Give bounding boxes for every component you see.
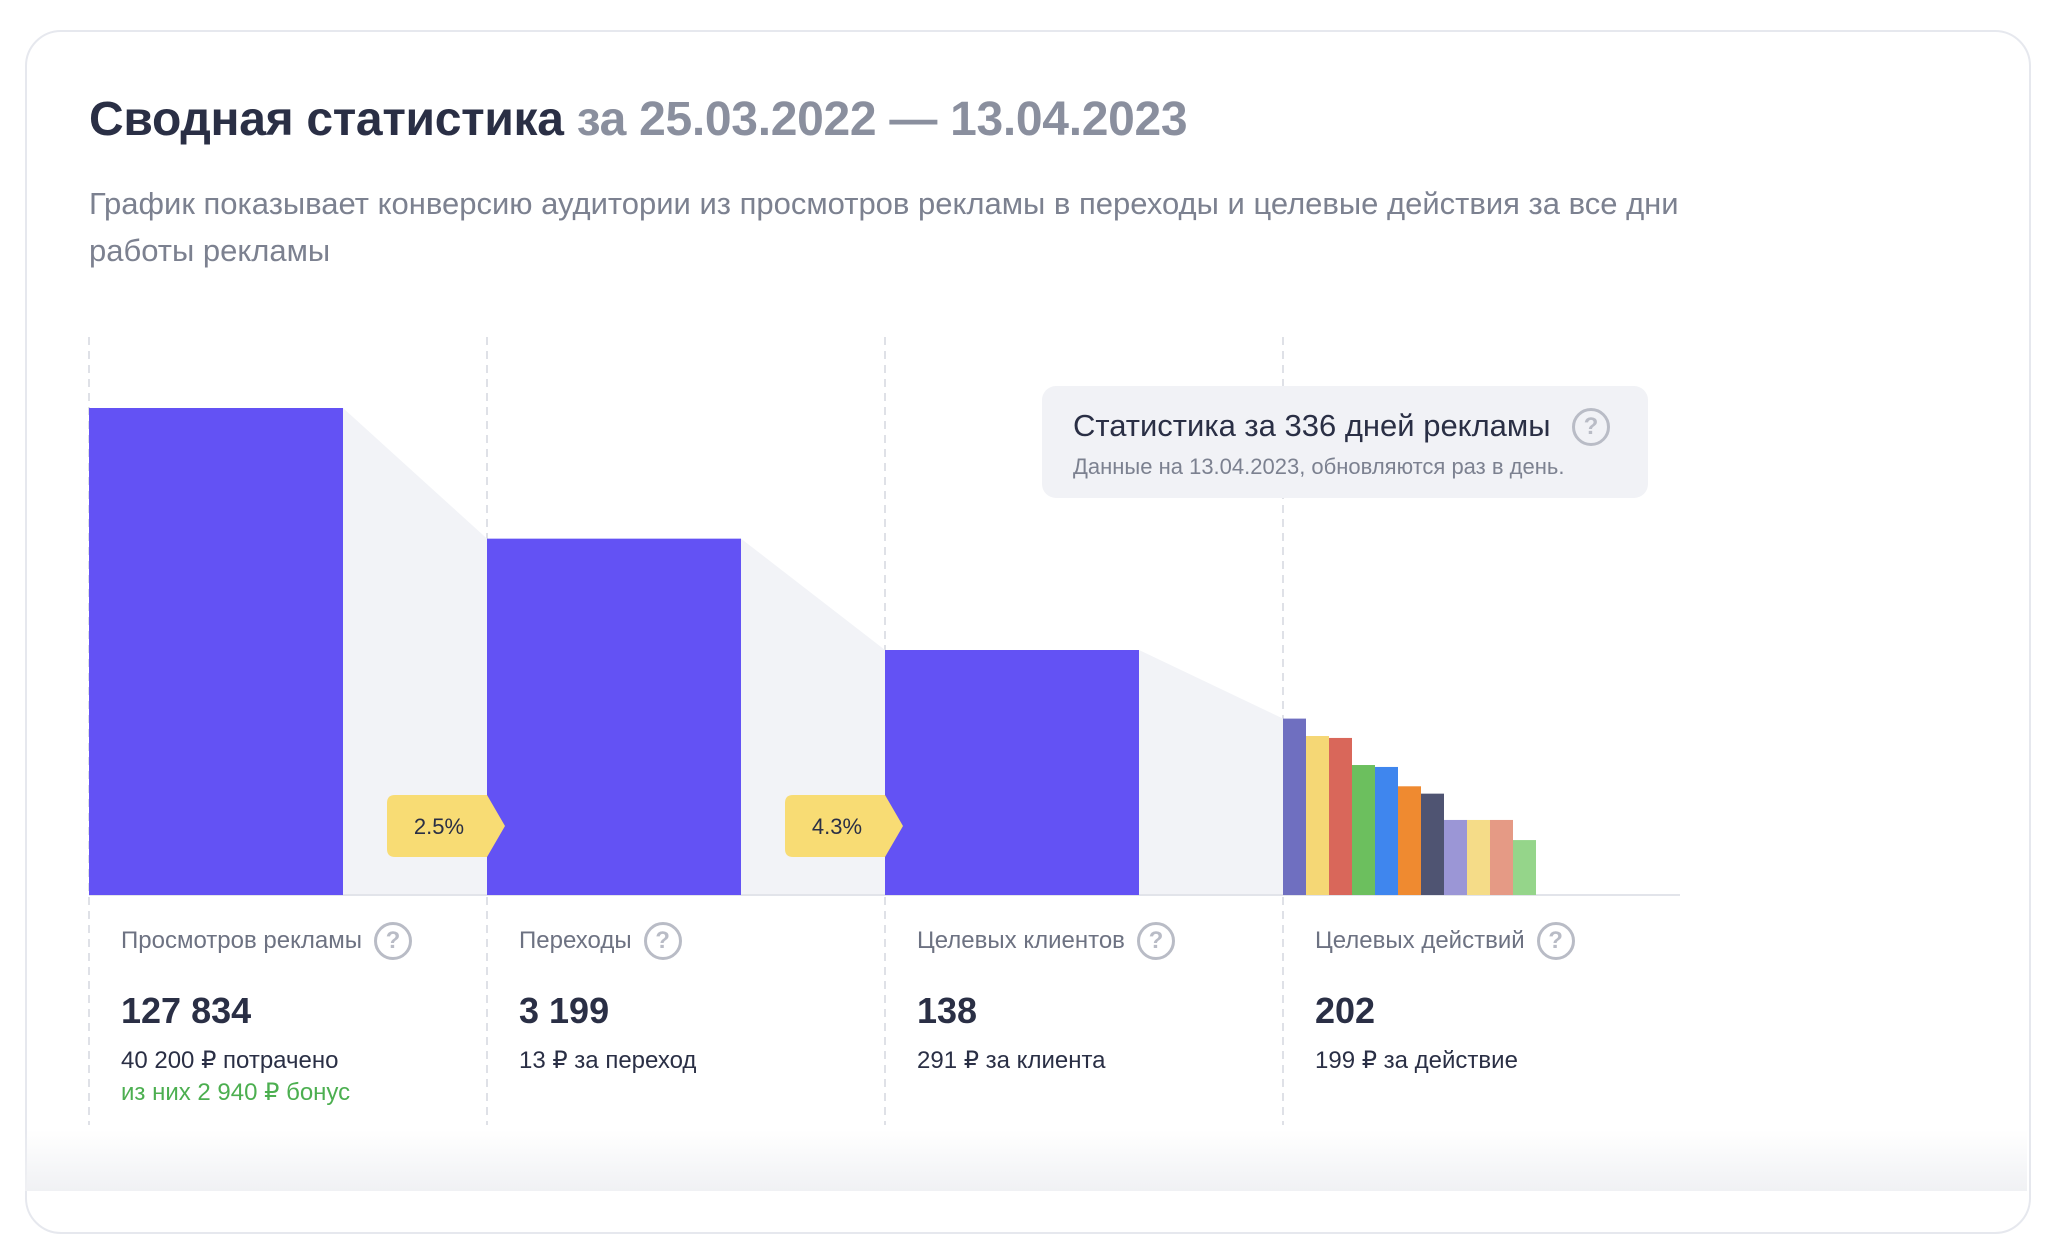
metric-sub: 291 ₽ за клиента	[917, 1047, 1106, 1074]
breakdown-bar	[1444, 819, 1467, 895]
breakdown-bar	[1283, 718, 1306, 895]
funnel-bar	[89, 408, 343, 895]
title-text: Сводная статистика	[89, 93, 564, 146]
conversion-label: 4.3%	[812, 814, 862, 839]
funnel-bar	[885, 650, 1139, 895]
breakdown-bar	[1352, 765, 1375, 895]
conversion-label: 2.5%	[414, 814, 464, 839]
page-title: Сводная статистика за 25.03.2022 — 13.04…	[89, 92, 1188, 147]
breakdown-bar	[1467, 819, 1490, 895]
title-period: за 25.03.2022 — 13.04.2023	[576, 93, 1188, 146]
metric-target-actions: Целевых действий? 202 199 ₽ за действие	[1315, 922, 1695, 1074]
metric-target-clients: Целевых клиентов? 138 291 ₽ за клиента	[917, 922, 1297, 1074]
conversion-badge	[387, 795, 505, 857]
tooltip-title: Статистика за 336 дней рекламы	[1073, 408, 1551, 443]
breakdown-bar	[1421, 793, 1444, 895]
breakdown-bar	[1513, 840, 1536, 895]
metric-label: Переходы	[519, 927, 632, 954]
metric-bonus: из них 2 940 ₽ бонус	[121, 1079, 351, 1106]
breakdown-bar	[1398, 786, 1421, 895]
metric-label: Просмотров рекламы	[121, 927, 362, 954]
help-icon[interactable]: ?	[1572, 408, 1610, 446]
metric-value: 127 834	[121, 990, 252, 1031]
metric-value: 3 199	[519, 990, 610, 1031]
metric-sub: 40 200 ₽ потрачено	[121, 1047, 339, 1074]
funnel-fill	[1139, 650, 1283, 895]
funnel-fill	[343, 408, 487, 895]
help-icon[interactable]: ?	[1536, 922, 1575, 960]
page-subtitle: График показывает конверсию аудитории из…	[89, 186, 1679, 268]
metric-value: 202	[1315, 990, 1376, 1031]
breakdown-bar	[1490, 819, 1513, 895]
metric-sub: 13 ₽ за переход	[519, 1047, 697, 1074]
metric-views: Просмотров рекламы? 127 834 40 200 ₽ пот…	[121, 922, 501, 1106]
card-bottom-fade	[25, 1130, 2027, 1191]
metric-clicks: Переходы? 3 199 13 ₽ за переход	[519, 922, 899, 1074]
funnel-bar	[487, 538, 741, 895]
breakdown-bar	[1329, 737, 1352, 895]
breakdown-bar	[1306, 736, 1329, 895]
help-icon[interactable]: ?	[1136, 922, 1175, 960]
funnel-chart: 2.5% 4.3%	[88, 337, 1680, 1125]
metric-label: Целевых действий	[1315, 927, 1525, 954]
breakdown-bar	[1375, 766, 1398, 895]
metric-sub: 199 ₽ за действие	[1315, 1047, 1518, 1074]
stats-tooltip: Статистика за 336 дней рекламы ? Данные …	[1042, 386, 1648, 498]
metric-label: Целевых клиентов	[917, 927, 1125, 954]
help-icon[interactable]: ?	[643, 922, 682, 960]
tooltip-note: Данные на 13.04.2023, обновляются раз в …	[1073, 454, 1565, 479]
help-icon[interactable]: ?	[373, 922, 412, 960]
metric-value: 138	[917, 990, 978, 1031]
conversion-badge	[785, 795, 903, 857]
